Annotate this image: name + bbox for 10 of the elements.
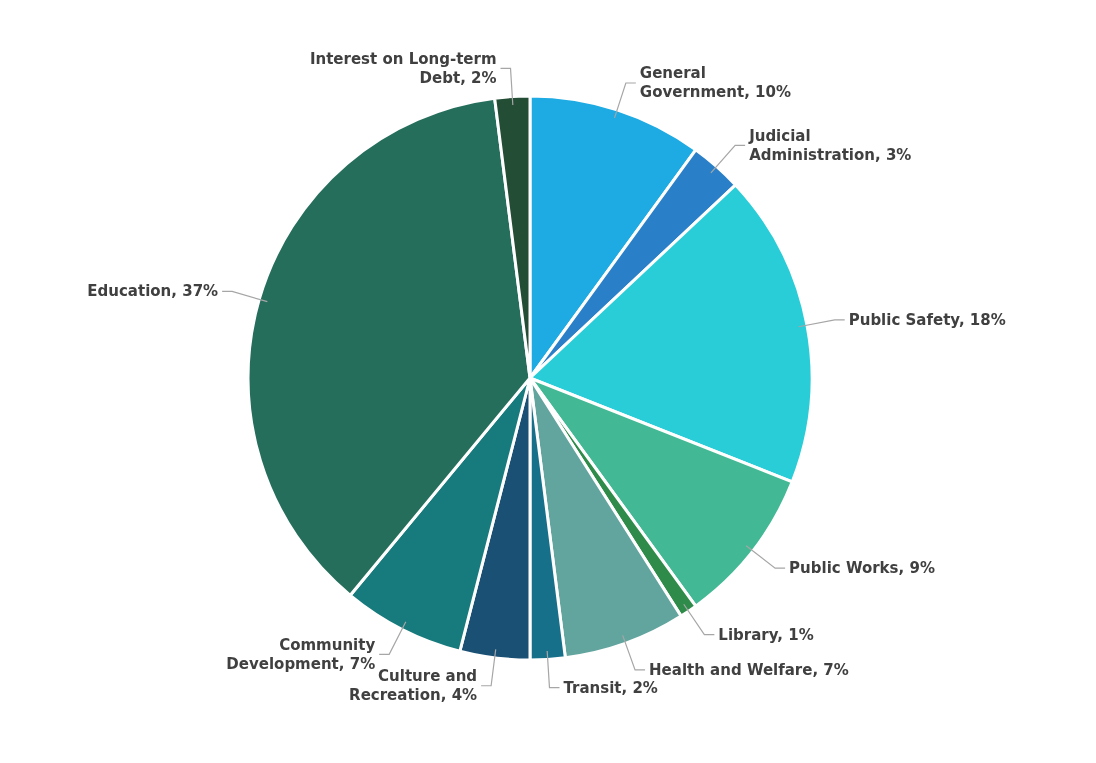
slice-label: Health and Welfare, 7%: [649, 660, 849, 679]
slice-label: Transit, 2%: [563, 678, 658, 697]
slice-label: Interest on Long-term Debt, 2%: [309, 49, 497, 87]
slice-label: Library, 1%: [718, 625, 814, 644]
slice-label: Education, 37%: [87, 282, 219, 301]
slice-label: General Government, 10%: [639, 64, 791, 102]
slice-label: Public Safety, 18%: [848, 310, 1006, 329]
slice-label: Judicial Administration, 3%: [748, 126, 912, 164]
slice-label: Public Works, 9%: [789, 559, 935, 578]
slice-label: Community Development, 7%: [226, 635, 376, 673]
